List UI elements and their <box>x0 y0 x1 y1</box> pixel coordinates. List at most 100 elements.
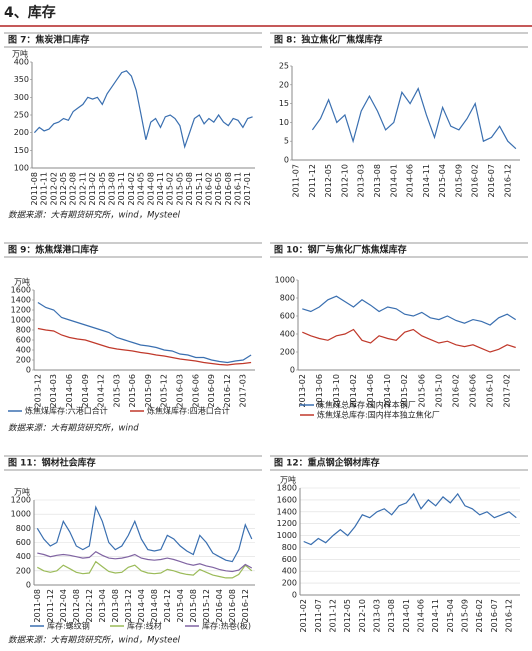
series-line <box>302 295 517 326</box>
legend-label: 库存:螺纹钢 <box>47 621 90 631</box>
x-tick-label: 2011-07 <box>314 599 323 632</box>
x-tick-label: 2014-02 <box>127 172 136 205</box>
x-tick-label: 2015-12 <box>160 374 169 407</box>
x-tick-label: 2012-04 <box>59 589 68 622</box>
y-tick-label: 1200 <box>277 519 297 528</box>
x-tick-label: 2015-06 <box>128 374 137 407</box>
x-tick-label: 2015-09 <box>144 374 153 407</box>
unit-label: 万吨 <box>14 277 30 287</box>
x-tick-label: 2016-09 <box>207 374 216 407</box>
y-tick-label: 200 <box>16 566 31 575</box>
legend-label: 炼焦煤库存:四港口合计 <box>147 406 230 416</box>
x-tick-label: 2015-04 <box>438 164 447 197</box>
legend-label: 库存:线材 <box>127 621 162 631</box>
x-tick-label: 2017-01 <box>243 172 252 205</box>
chart-title: 图 9：炼焦煤港口库存 <box>8 244 98 256</box>
x-tick-label: 2014-12 <box>163 589 172 622</box>
x-tick-label: 2016-03 <box>176 374 185 407</box>
x-tick-label: 2015-09 <box>461 599 470 632</box>
x-tick-label: 2012-08 <box>69 172 78 205</box>
legend-label: 炼焦煤总库存:国内样本钢厂 <box>317 400 416 410</box>
x-tick-label: 2012-10 <box>358 599 367 632</box>
x-tick-label: 2014-01 <box>402 599 411 632</box>
x-tick-label: 2015-02 <box>400 374 409 407</box>
y-tick-label: 400 <box>280 330 295 339</box>
y-tick-label: 600 <box>16 538 31 547</box>
x-tick-label: 2015-11 <box>195 172 204 205</box>
y-tick-label: 1400 <box>11 296 31 305</box>
chart-title: 图 10：钢厂与焦化厂炼焦煤库存 <box>274 244 407 256</box>
series-line <box>303 492 517 546</box>
x-tick-label: 2016-04 <box>215 589 224 622</box>
x-tick-label: 2011-08 <box>30 172 39 205</box>
y-tick-label: 800 <box>282 543 297 552</box>
series-line <box>33 70 253 149</box>
y-tick-label: 200 <box>16 356 31 365</box>
x-tick-label: 2017-03 <box>239 374 248 407</box>
x-tick-label: 2014-08 <box>150 589 159 622</box>
x-tick-label: 2015-04 <box>176 589 185 622</box>
x-tick-label: 2015-10 <box>434 374 443 407</box>
y-tick-label: 200 <box>282 579 297 588</box>
y-tick-label: 100 <box>14 164 29 173</box>
x-tick-label: 2012-05 <box>59 172 68 205</box>
y-tick-label: 5 <box>284 137 289 146</box>
x-tick-label: 2016-12 <box>223 374 232 407</box>
series-line <box>37 560 253 579</box>
series-line <box>37 301 252 364</box>
x-tick-label: 2015-02 <box>166 172 175 205</box>
y-tick-label: 0 <box>26 581 31 590</box>
y-tick-label: 0 <box>292 591 297 600</box>
x-tick-label: 2016-07 <box>487 164 496 197</box>
y-tick-label: 0 <box>290 366 295 375</box>
y-tick-label: 400 <box>16 346 31 355</box>
y-tick-label: 1000 <box>11 316 31 325</box>
x-tick-label: 2012-05 <box>324 164 333 197</box>
x-tick-label: 2014-11 <box>431 599 440 632</box>
chart-title: 图 8：独立焦化厂焦煤库存 <box>274 34 382 46</box>
x-tick-label: 2011-12 <box>329 599 338 632</box>
x-tick-label: 2016-11 <box>234 172 243 205</box>
y-tick-label: 1600 <box>277 495 297 504</box>
y-tick-label: 20 <box>279 80 289 89</box>
y-tick-label: 10 <box>279 118 289 127</box>
y-tick-label: 350 <box>14 75 29 84</box>
series-line <box>302 328 516 353</box>
x-tick-label: 2015-05 <box>175 172 184 205</box>
x-tick-label: 2011-02 <box>299 599 308 632</box>
y-tick-label: 25 <box>279 62 289 71</box>
x-tick-label: 2011-07 <box>292 164 301 197</box>
y-tick-label: 1800 <box>277 484 297 493</box>
legend-label: 炼焦煤库存:六港口合计 <box>25 406 108 416</box>
x-tick-label: 2013-08 <box>107 172 116 205</box>
x-tick-label: 2013-12 <box>124 589 133 622</box>
x-tick-label: 2011-12 <box>308 164 317 197</box>
x-tick-label: 2015-03 <box>112 374 121 407</box>
x-tick-label: 2015-12 <box>202 589 211 622</box>
y-tick-label: 400 <box>14 58 29 67</box>
source: 数据来源：大有期货研究所，wind，Mysteel <box>8 635 181 646</box>
x-tick-label: 2012-05 <box>343 599 352 632</box>
series-line <box>36 505 253 563</box>
y-tick-label: 1000 <box>11 510 31 519</box>
y-tick-label: 250 <box>14 111 29 120</box>
unit-label: 万吨 <box>280 475 296 485</box>
x-tick-label: 2016-08 <box>228 589 237 622</box>
x-tick-label: 2011-12 <box>46 589 55 622</box>
x-tick-label: 2014-09 <box>81 374 90 407</box>
unit-label: 万吨 <box>12 49 28 59</box>
chart-title: 图 12：重点钢企钢材库存 <box>274 457 380 469</box>
x-tick-label: 2016-08 <box>224 172 233 205</box>
chart-title: 图 7：焦炭港口库存 <box>8 34 89 46</box>
x-tick-label: 2012-12 <box>85 589 94 622</box>
y-tick-label: 600 <box>282 555 297 564</box>
unit-label: 万吨 <box>14 487 30 497</box>
x-tick-label: 2013-05 <box>98 172 107 205</box>
x-tick-label: 2014-11 <box>156 172 165 205</box>
x-tick-label: 2016-02 <box>451 374 460 407</box>
series-line <box>37 550 253 573</box>
y-tick-label: 1200 <box>11 496 31 505</box>
x-tick-label: 2013-06 <box>315 374 324 407</box>
x-tick-label: 2014-06 <box>366 374 375 407</box>
x-tick-label: 2014-01 <box>389 164 398 197</box>
